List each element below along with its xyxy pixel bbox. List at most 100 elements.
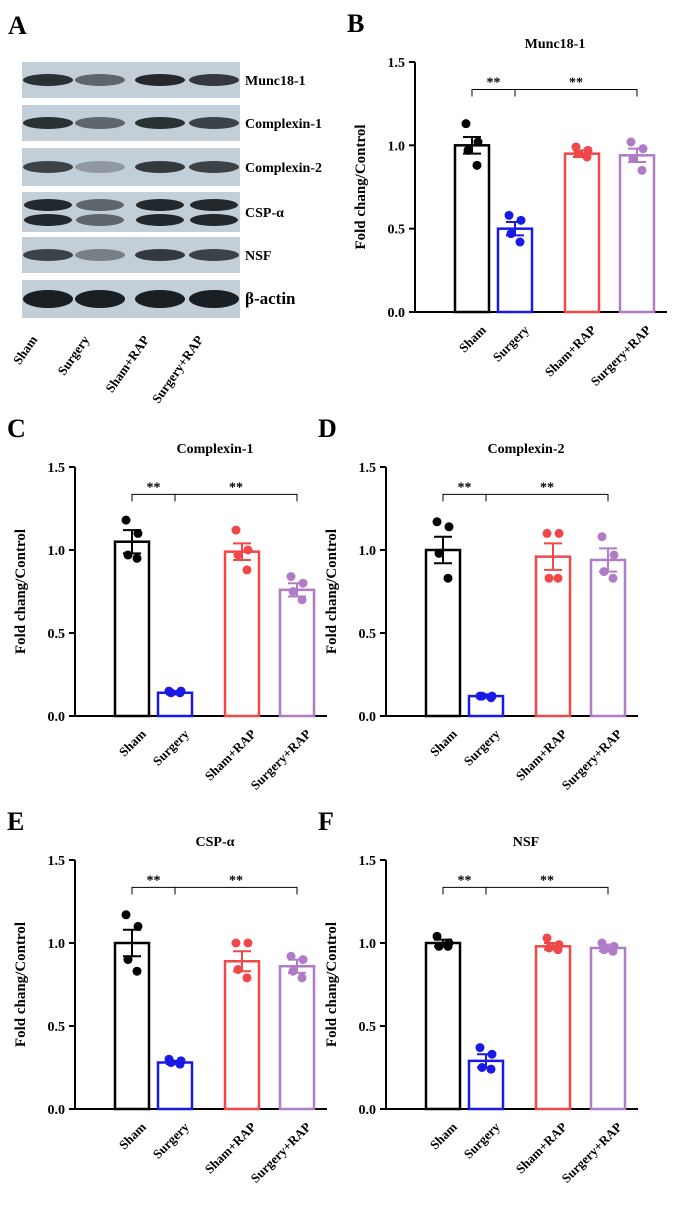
data-point: [243, 545, 253, 555]
data-point: [626, 137, 636, 147]
chart-title: Complexin-2: [488, 442, 565, 457]
significance-bracket: [471, 89, 516, 97]
y-tick-label: 0.0: [359, 710, 377, 725]
protein-label: Munc18-1: [245, 74, 306, 89]
x-tick-label: Sham+RAP: [513, 1119, 570, 1176]
data-point: [473, 137, 483, 147]
blot-band: [136, 214, 184, 226]
significance-bracket: [485, 493, 609, 502]
y-axis-label: Fold chang/Control: [324, 922, 340, 1047]
bar: [424, 548, 462, 718]
data-point: [166, 1058, 176, 1068]
data-point: [298, 955, 308, 965]
significance-bracket: [485, 886, 609, 895]
protein-label: Complexin-2: [245, 161, 322, 176]
bar: [589, 946, 627, 1111]
data-point: [472, 160, 482, 170]
data-point: [553, 945, 563, 955]
chart-title: Complexin-1: [177, 442, 254, 457]
data-point: [515, 237, 525, 247]
data-point: [231, 938, 241, 948]
y-axis-label: Fold chang/Control: [13, 922, 29, 1047]
data-point: [243, 938, 253, 948]
bar: [589, 558, 627, 718]
data-point: [506, 229, 516, 239]
data-point: [121, 515, 131, 525]
data-point: [487, 1049, 497, 1059]
y-tick-label: 0.5: [359, 627, 377, 642]
panel-letter: E: [7, 807, 24, 836]
y-tick-label: 1.5: [48, 461, 66, 476]
data-point: [434, 548, 444, 558]
data-point: [516, 215, 526, 225]
y-tick-label: 0.5: [359, 1020, 377, 1035]
blot-band: [189, 74, 239, 86]
significance-label: **: [147, 873, 161, 888]
data-point: [475, 1043, 485, 1053]
blot-band: [75, 249, 125, 261]
panel-letter: C: [7, 414, 26, 443]
data-point: [288, 966, 298, 976]
data-point: [297, 595, 307, 605]
panel-letter: D: [318, 414, 337, 443]
blot-band: [189, 117, 239, 129]
x-tick-label: Surgery: [490, 322, 533, 365]
blot-band: [189, 161, 239, 173]
x-tick-label: Sham+RAP: [202, 1119, 259, 1176]
y-tick-label: 1.5: [48, 854, 66, 869]
protein-label: β-actin: [245, 289, 296, 308]
protein-label: CSP-α: [245, 206, 284, 221]
data-point: [477, 691, 487, 701]
error-bar: [233, 542, 251, 561]
y-tick-label: 1.5: [359, 461, 377, 476]
bar: [156, 1061, 194, 1111]
y-tick-label: 0.0: [359, 1103, 377, 1118]
data-point: [432, 517, 442, 527]
data-point: [233, 550, 243, 560]
bar: [113, 941, 151, 1111]
data-point: [444, 522, 454, 532]
data-point: [166, 688, 176, 698]
blot-band: [24, 214, 72, 226]
x-tick-label: Sham+RAP: [513, 726, 570, 783]
data-point: [597, 532, 607, 542]
data-point: [132, 553, 142, 563]
x-tick-label: Surgery: [150, 726, 193, 769]
bar: [424, 941, 462, 1111]
y-tick-label: 1.5: [388, 56, 406, 71]
data-point: [542, 933, 552, 943]
data-point: [434, 941, 444, 951]
y-tick-label: 1.0: [388, 139, 406, 154]
x-tick-label: Sham+RAP: [542, 322, 599, 379]
data-point: [628, 154, 638, 164]
data-point: [231, 525, 241, 535]
blot-band: [75, 290, 125, 308]
significance-bracket: [442, 886, 487, 895]
data-point: [286, 951, 296, 961]
y-tick-label: 1.5: [359, 854, 377, 869]
bar: [113, 540, 151, 718]
data-point: [288, 587, 298, 596]
chart-title: NSF: [513, 835, 539, 850]
blot-band: [23, 74, 73, 86]
x-tick-label: Sham+RAP: [202, 726, 259, 783]
blot-band: [135, 117, 185, 129]
data-point: [486, 693, 496, 703]
x-tick-label: Surgery: [461, 1119, 504, 1162]
bar: [223, 960, 261, 1111]
data-point: [608, 946, 618, 956]
data-point: [132, 966, 142, 976]
chart-title: Munc18-1: [525, 37, 586, 52]
y-tick-label: 0.0: [48, 1103, 66, 1118]
data-point: [544, 943, 554, 953]
bar: [278, 964, 316, 1111]
significance-bracket: [131, 493, 176, 502]
blot-band: [135, 161, 185, 173]
significance-label: **: [487, 76, 501, 91]
bar: [453, 144, 491, 314]
y-tick-label: 0.5: [48, 627, 66, 642]
significance-bracket: [174, 886, 298, 895]
data-point: [637, 165, 647, 175]
blot-band: [189, 249, 239, 261]
